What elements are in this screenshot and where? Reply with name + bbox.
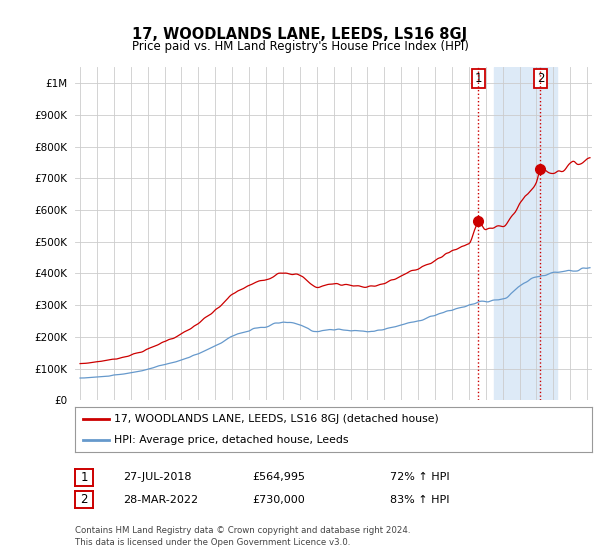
Text: 2: 2	[537, 72, 544, 85]
Text: HPI: Average price, detached house, Leeds: HPI: Average price, detached house, Leed…	[114, 435, 348, 445]
Text: £730,000: £730,000	[252, 494, 305, 505]
Text: 17, WOODLANDS LANE, LEEDS, LS16 8GJ (detached house): 17, WOODLANDS LANE, LEEDS, LS16 8GJ (det…	[114, 414, 439, 424]
Text: 83% ↑ HPI: 83% ↑ HPI	[390, 494, 449, 505]
Text: £564,995: £564,995	[252, 472, 305, 482]
Text: 27-JUL-2018: 27-JUL-2018	[123, 472, 191, 482]
Text: 2: 2	[80, 493, 88, 506]
Text: 1: 1	[475, 72, 482, 85]
Text: 1: 1	[80, 470, 88, 484]
Text: 28-MAR-2022: 28-MAR-2022	[123, 494, 198, 505]
Text: 17, WOODLANDS LANE, LEEDS, LS16 8GJ: 17, WOODLANDS LANE, LEEDS, LS16 8GJ	[133, 27, 467, 42]
Text: Contains HM Land Registry data © Crown copyright and database right 2024.
This d: Contains HM Land Registry data © Crown c…	[75, 526, 410, 547]
Text: Price paid vs. HM Land Registry's House Price Index (HPI): Price paid vs. HM Land Registry's House …	[131, 40, 469, 53]
Bar	[494, 67, 557, 400]
Text: 72% ↑ HPI: 72% ↑ HPI	[390, 472, 449, 482]
